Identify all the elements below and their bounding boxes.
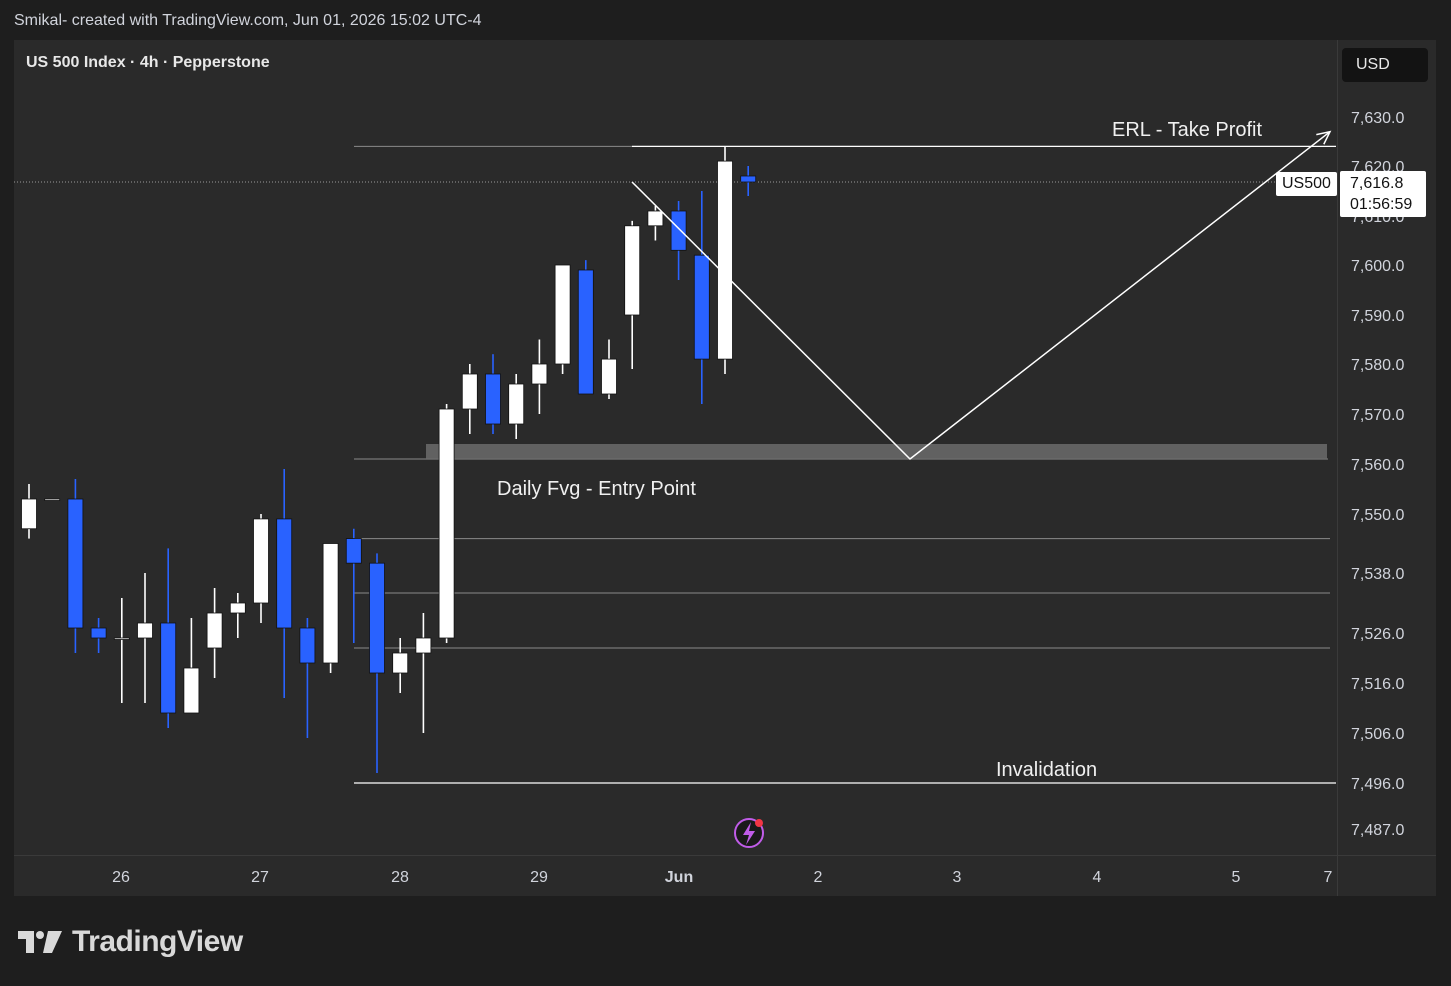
candle-body-8 [206,612,223,649]
y-tick-label: 7,550.0 [1351,507,1404,524]
candle-body-11 [276,518,293,629]
candle-body-30 [717,160,733,360]
y-tick-label: 7,570.0 [1351,407,1404,424]
candle-body-18 [438,408,455,639]
bar-countdown: 01:56:59 [1350,196,1413,213]
candle-body-7 [183,667,200,714]
candle-body-3 [90,627,107,639]
y-tick-label: 7,590.0 [1351,308,1404,325]
x-tick-label: 2 [814,869,823,886]
candle-body-26 [624,225,641,316]
x-tick-label: 28 [391,869,409,886]
currency-button[interactable]: USD [1342,48,1428,82]
x-tick-label: 27 [251,869,269,886]
candle-body-16 [392,652,409,674]
candle-body-10 [253,518,269,604]
candle-body-17 [415,637,432,654]
y-axis-ticks: 7,630.07,620.07,610.07,600.07,590.07,580… [1351,110,1404,839]
take-profit-label: ERL - Take Profit [1112,119,1263,141]
y-tick-label: 7,526.0 [1351,626,1404,643]
y-tick-label: 7,600.0 [1351,258,1404,275]
x-tick-label: 7 [1324,869,1333,886]
x-tick-label: 3 [953,869,962,886]
candle-body-24 [577,269,594,395]
chart-header-title: Smikal- created with TradingView.com, Ju… [14,12,482,29]
candle-body-31 [740,175,757,183]
candle-body-9 [229,602,246,614]
x-tick-label: Jun [665,869,693,886]
x-axis-ticks: 26 27 28 29 Jun 2 3 4 5 7 [112,869,1332,886]
y-tick-label: 7,496.0 [1351,776,1404,793]
candle-body-12 [299,627,316,664]
candle-body-14 [345,538,362,564]
y-tick-label: 7,516.0 [1351,676,1404,693]
candle-body-25 [601,358,617,395]
tradingview-logo-icon [18,931,62,953]
candle-body-6 [160,622,177,714]
candle-body-27 [647,210,664,227]
candle-body-23 [554,264,571,365]
current-price-box: 7,616.8 01:56:59 [1340,171,1426,217]
x-tick-label: 4 [1093,869,1102,886]
symbol-price-tag: US500 [1276,172,1337,196]
projection-arrowhead [1316,130,1332,145]
candles-layer [21,146,757,773]
y-tick-label: 7,630.0 [1351,110,1404,127]
candle-body-29 [693,254,710,360]
candle-body-5 [137,622,153,639]
candle-body-2 [67,498,84,629]
candle-body-4 [113,637,130,640]
candle-body-15 [369,562,385,674]
candle-body-0 [21,498,37,530]
current-price-value: 7,616.8 [1350,175,1404,192]
candle-body-20 [485,373,501,425]
symbol-legend[interactable]: US 500 Index · 4h · Pepperstone [26,54,270,71]
candle-body-28 [670,210,687,251]
x-tick-label: 29 [530,869,548,886]
tradingview-logo[interactable]: TradingView [18,925,243,959]
candle-body-1 [44,498,61,501]
projection-layer [631,130,1332,460]
candle-body-19 [461,373,478,410]
invalidation-label: Invalidation [996,759,1098,781]
y-tick-label: 7,506.0 [1351,726,1404,743]
fvg-zone [426,444,1327,459]
tradingview-wordmark: TradingView [72,925,243,958]
projection-path [631,131,1331,460]
y-tick-label: 7,560.0 [1351,457,1404,474]
y-tick-label: 7,487.0 [1351,822,1404,839]
entry-point-label: Daily Fvg - Entry Point [497,478,696,500]
x-tick-label: 5 [1232,869,1241,886]
candle-body-22 [531,363,548,385]
price-axis-divider [1337,40,1338,896]
candle-body-13 [322,543,339,664]
y-tick-label: 7,580.0 [1351,357,1404,374]
candle-body-21 [508,383,525,425]
time-axis-divider [14,855,1436,856]
y-tick-label: 7,538.0 [1351,566,1404,583]
zone-layer [426,444,1327,459]
x-tick-label: 26 [112,869,130,886]
alert-lightning-icon[interactable] [734,818,764,848]
